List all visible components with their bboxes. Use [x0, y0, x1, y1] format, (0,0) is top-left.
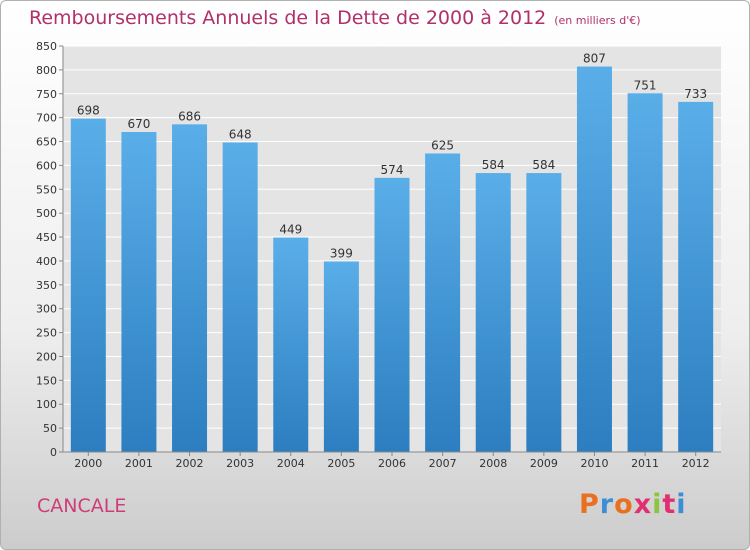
y-tick-label: 200 [36, 350, 57, 363]
proxiti-logo[interactable]: Proxiti [579, 489, 687, 520]
y-tick-label: 550 [36, 183, 57, 196]
city-label: CANCALE [37, 495, 127, 517]
y-tick-label: 150 [36, 374, 57, 387]
bar-2000 [70, 118, 106, 452]
y-tick-label: 250 [36, 327, 57, 340]
bar-2001 [121, 131, 157, 452]
logo-letter: i [652, 489, 663, 520]
y-tick-label: 600 [36, 159, 57, 172]
y-axis-labels: 0 50 100 150 200 250 300 350 400 450 500 550 600 650 7… [36, 40, 63, 459]
y-tick-label: 850 [36, 40, 57, 53]
bar-2011 [627, 93, 663, 453]
x-tick-label-2007: 2007 [429, 457, 457, 470]
value-label-2007: 625 [431, 138, 454, 152]
value-label-2003: 648 [229, 127, 252, 141]
y-tick-label: 450 [36, 231, 57, 244]
logo-letter: x [633, 489, 653, 520]
y-tick-label: 800 [36, 64, 57, 77]
x-tick-label-2009: 2009 [530, 457, 558, 470]
y-tick-label: 750 [36, 88, 57, 101]
bar-2008 [475, 173, 511, 452]
y-tick-label: 350 [36, 279, 57, 292]
value-label-2004: 449 [279, 223, 302, 237]
bar-2005 [323, 261, 359, 452]
value-label-2001: 670 [127, 117, 150, 131]
bar-2010 [576, 66, 612, 453]
value-label-2012: 733 [684, 87, 707, 101]
logo-letter: r [599, 489, 615, 520]
chart-title-text: Remboursements Annuels de la Dette de 20… [29, 7, 547, 29]
y-tick-label: 500 [36, 207, 57, 220]
bar-2004 [273, 237, 309, 452]
value-label-2002: 686 [178, 109, 201, 123]
x-tick-label-2012: 2012 [682, 457, 710, 470]
y-tick-label: 0 [50, 446, 57, 459]
bar-2006 [374, 177, 410, 453]
value-label-2006: 574 [381, 163, 404, 177]
logo-letter: o [614, 489, 634, 520]
chart-subtitle: (en milliers d'€) [554, 14, 641, 27]
chart-title: Remboursements Annuels de la Dette de 20… [29, 7, 641, 29]
bar-2009 [526, 173, 562, 452]
y-tick-label: 400 [36, 255, 57, 268]
bar-2012 [678, 101, 714, 452]
x-tick-label-2003: 2003 [226, 457, 254, 470]
x-tick-label-2006: 2006 [378, 457, 406, 470]
value-label-2005: 399 [330, 246, 353, 260]
logo-letter: i [676, 489, 687, 520]
x-tick-label-2001: 2001 [125, 457, 153, 470]
x-tick-label-2011: 2011 [631, 457, 659, 470]
value-label-2011: 751 [634, 78, 657, 92]
x-tick-label-2005: 2005 [327, 457, 355, 470]
bar-2003 [222, 142, 258, 452]
value-label-2010: 807 [583, 52, 606, 66]
value-label-2008: 584 [482, 158, 505, 172]
y-tick-label: 700 [36, 112, 57, 125]
x-tick-label-2010: 2010 [580, 457, 608, 470]
bars: 698 670 686 648 449 399 574 625 584 584 807 751 733 [70, 52, 714, 453]
x-tick-label-2008: 2008 [479, 457, 507, 470]
x-axis-labels: 2000 2001 2002 2003 2004 2005 2006 2007 2008 2009… [74, 452, 710, 470]
x-tick-label-2002: 2002 [176, 457, 204, 470]
y-tick-label: 100 [36, 398, 57, 411]
logo-letter: t [662, 489, 677, 520]
value-label-2009: 584 [532, 158, 555, 172]
y-tick-label: 650 [36, 136, 57, 149]
bar-2007 [425, 153, 461, 452]
logo-letter: P [579, 489, 600, 520]
y-tick-label: 50 [43, 422, 57, 435]
y-tick-label: 300 [36, 303, 57, 316]
x-tick-label-2004: 2004 [277, 457, 305, 470]
x-tick-label-2000: 2000 [74, 457, 102, 470]
value-label-2000: 698 [77, 104, 100, 118]
bar-2002 [172, 124, 208, 453]
